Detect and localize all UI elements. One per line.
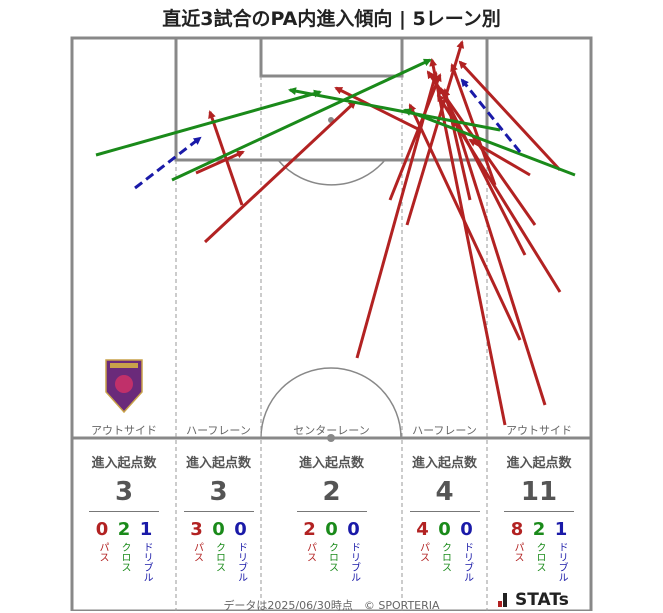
cross-label: クロス	[326, 542, 338, 572]
cross-arrow	[288, 87, 501, 132]
stats-logo-icon	[498, 593, 510, 607]
page-title: 直近3試合のPA内進入傾向 | 5レーン別	[162, 8, 501, 30]
lane-label-halflane-right: ハーフレーン	[412, 424, 477, 437]
pass-arrow	[458, 60, 562, 172]
cross-arrows	[95, 58, 576, 182]
dribble-label: ドリブル	[556, 542, 567, 582]
brand-name: STATs	[515, 590, 569, 610]
entry-total: 3	[209, 477, 228, 507]
center-circle	[260, 367, 402, 439]
cross-label: クロス	[439, 542, 451, 572]
pass-arrow	[438, 86, 527, 256]
lane-stats-3: 進入起点数 4 4 パス 0 クロス 0 ドリブル	[402, 452, 487, 582]
cross-count: 2	[532, 519, 546, 540]
dribble-count: 0	[234, 519, 247, 540]
cross-arrow	[171, 58, 432, 182]
divider	[296, 511, 367, 512]
stats-header: 進入起点数	[91, 456, 157, 471]
lane-stats-0: 進入起点数 3 0 パス 2 クロス 1 ドリブル	[72, 452, 176, 582]
pass-label: パス	[417, 542, 429, 562]
pass-count: 2	[303, 519, 316, 540]
entry-total: 11	[520, 477, 558, 507]
entry-total: 4	[435, 477, 454, 507]
dribble-arrow	[134, 136, 202, 190]
pass-arrow	[452, 118, 547, 406]
dribble-count: 1	[554, 519, 568, 540]
pass-label: パス	[304, 542, 316, 562]
cross-arrow	[403, 108, 576, 177]
stats-header: 進入起点数	[185, 456, 251, 471]
lane-label-outside-left: アウトサイド	[91, 424, 157, 437]
dribble-count: 0	[347, 519, 360, 540]
brand-logo: STATs	[498, 590, 569, 610]
divider	[409, 511, 480, 512]
pass-arrows	[195, 40, 562, 426]
cross-label: クロス	[213, 542, 225, 572]
cross-count: 0	[212, 519, 225, 540]
pass-arrow	[203, 100, 357, 244]
center-spot	[327, 434, 335, 442]
dribble-count: 1	[139, 519, 153, 540]
cross-label: クロス	[534, 542, 545, 572]
cross-count: 0	[438, 519, 451, 540]
dribble-count: 0	[460, 519, 473, 540]
lane-stats-1: 進入起点数 3 3 パス 0 クロス 0 ドリブル	[176, 452, 261, 582]
pass-label: パス	[97, 542, 108, 562]
lane-stats-2: 進入起点数 2 2 パス 0 クロス 0 ドリブル	[261, 452, 402, 582]
dribble-arrow	[460, 78, 522, 153]
divider	[89, 511, 159, 512]
dribble-arrows	[134, 78, 522, 190]
pass-count: 0	[95, 519, 109, 540]
entry-total: 3	[114, 477, 134, 507]
pass-label: パス	[191, 542, 203, 562]
stats-header: 進入起点数	[411, 456, 477, 471]
pass-arrow	[468, 138, 531, 177]
divider	[183, 511, 254, 512]
dribble-label: ドリブル	[235, 542, 247, 582]
entry-total: 2	[322, 477, 341, 507]
pass-count: 3	[190, 519, 203, 540]
goal-area	[259, 36, 404, 78]
dribble-label: ドリブル	[348, 542, 360, 582]
dribble-label: ドリブル	[141, 542, 152, 582]
pass-count: 8	[510, 519, 524, 540]
lane-label-outside-right: アウトサイド	[506, 424, 572, 437]
dribble-label: ドリブル	[461, 542, 473, 582]
cross-count: 0	[325, 519, 338, 540]
pass-arrow	[408, 103, 522, 341]
stats-header: 進入起点数	[298, 456, 364, 471]
pass-arrow	[405, 40, 465, 226]
pass-arrow	[388, 73, 442, 201]
lane-stats-4: 進入起点数 11 8 パス 2 クロス 1 ドリブル	[487, 452, 591, 582]
team-crest-icon	[105, 359, 143, 414]
lane-label-center: センターレーン	[293, 424, 370, 437]
pass-arrow	[195, 150, 245, 175]
footer-credit: データは2025/06/30時点 © SPORTERIA	[223, 599, 440, 612]
lane-label-halflane-left: ハーフレーン	[186, 424, 251, 437]
cross-label: クロス	[119, 542, 130, 572]
divider	[504, 511, 574, 512]
pass-arrow	[334, 86, 421, 132]
pass-count: 4	[416, 519, 429, 540]
pass-arrow	[436, 93, 562, 293]
cross-count: 2	[117, 519, 131, 540]
penalty-arc	[277, 159, 386, 186]
cross-arrow	[95, 89, 322, 157]
stats-header: 進入起点数	[506, 456, 572, 471]
pass-label: パス	[512, 542, 523, 562]
pass-arrow	[442, 88, 472, 201]
